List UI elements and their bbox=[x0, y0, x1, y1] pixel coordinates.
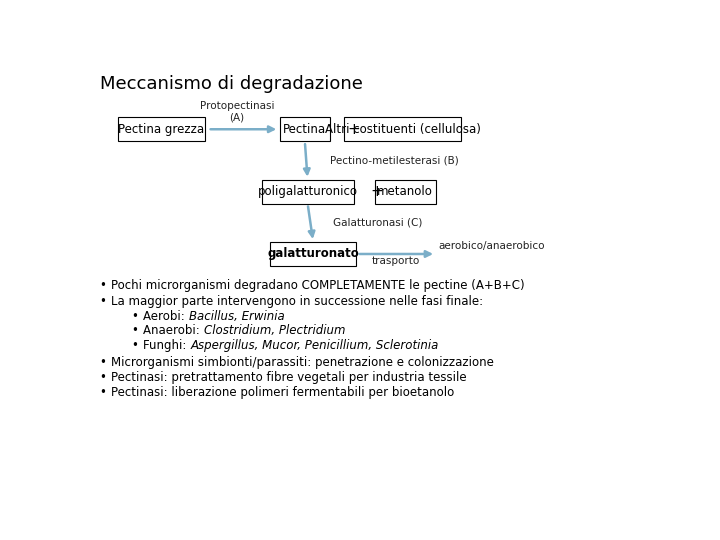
Text: +: + bbox=[348, 122, 360, 137]
FancyBboxPatch shape bbox=[344, 117, 461, 141]
Text: Funghi:: Funghi: bbox=[143, 339, 190, 352]
Text: Clostridium, Plectridium: Clostridium, Plectridium bbox=[204, 325, 345, 338]
Text: Aerobi:: Aerobi: bbox=[143, 310, 189, 323]
FancyBboxPatch shape bbox=[270, 242, 356, 266]
FancyBboxPatch shape bbox=[261, 180, 354, 204]
Text: Protopectinasi
(A): Protopectinasi (A) bbox=[199, 100, 274, 122]
Text: Aspergillus, Mucor, Penicillium, Sclerotinia: Aspergillus, Mucor, Penicillium, Sclerot… bbox=[190, 339, 438, 352]
Text: Bacillus, Erwinia: Bacillus, Erwinia bbox=[189, 310, 284, 323]
Text: metanolo: metanolo bbox=[377, 185, 433, 198]
Text: +: + bbox=[370, 184, 382, 199]
Text: Altri costituenti (cellulosa): Altri costituenti (cellulosa) bbox=[325, 123, 480, 136]
Text: Meccanismo di degradazione: Meccanismo di degradazione bbox=[100, 75, 363, 93]
Text: aerobico/anaerobico: aerobico/anaerobico bbox=[438, 241, 545, 251]
Text: Pectinasi: pretrattamento fibre vegetali per industria tessile: Pectinasi: pretrattamento fibre vegetali… bbox=[111, 371, 467, 384]
Text: •: • bbox=[131, 325, 138, 338]
Text: trasporto: trasporto bbox=[372, 256, 420, 266]
Text: Pectinasi: liberazione polimeri fermentabili per bioetanolo: Pectinasi: liberazione polimeri fermenta… bbox=[111, 386, 454, 400]
Text: La maggior parte intervengono in successione nelle fasi finale:: La maggior parte intervengono in success… bbox=[111, 295, 483, 308]
Text: •: • bbox=[131, 339, 138, 352]
Text: galatturonato: galatturonato bbox=[267, 247, 359, 260]
Text: Pectino-metilesterasi (B): Pectino-metilesterasi (B) bbox=[330, 156, 459, 165]
Text: Microrganismi simbionti/parassiti: penetrazione e colonizzazione: Microrganismi simbionti/parassiti: penet… bbox=[111, 356, 494, 369]
Text: •: • bbox=[99, 371, 107, 384]
Text: •: • bbox=[99, 386, 107, 400]
Text: •: • bbox=[99, 356, 107, 369]
Text: •: • bbox=[99, 279, 107, 292]
Text: Pectina: Pectina bbox=[283, 123, 326, 136]
Text: Galatturonasi (C): Galatturonasi (C) bbox=[333, 218, 422, 228]
FancyBboxPatch shape bbox=[280, 117, 330, 141]
Text: •: • bbox=[99, 295, 107, 308]
Text: •: • bbox=[131, 310, 138, 323]
FancyBboxPatch shape bbox=[374, 180, 436, 204]
FancyBboxPatch shape bbox=[118, 117, 204, 141]
Text: Pectina grezza: Pectina grezza bbox=[118, 123, 204, 136]
Text: Pochi microrganismi degradano COMPLETAMENTE le pectine (A+B+C): Pochi microrganismi degradano COMPLETAME… bbox=[111, 279, 525, 292]
Text: Anaerobi:: Anaerobi: bbox=[143, 325, 204, 338]
Text: poligalatturonico: poligalatturonico bbox=[258, 185, 358, 198]
